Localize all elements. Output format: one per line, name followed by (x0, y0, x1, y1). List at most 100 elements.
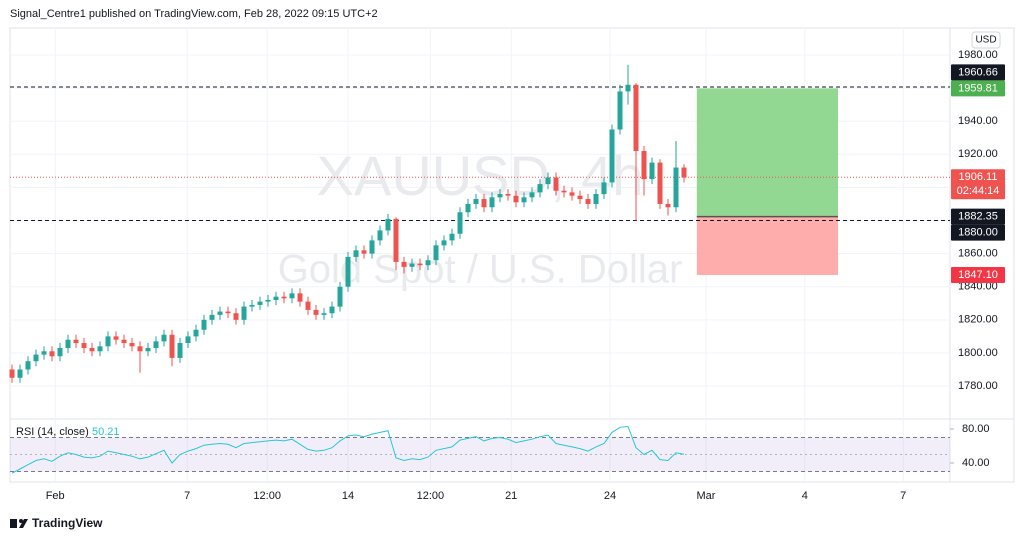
x-tick-label: 24 (604, 490, 616, 502)
candle-body (609, 129, 615, 183)
price-label-box (951, 80, 1005, 97)
candle-body (393, 218, 399, 262)
currency-box (971, 31, 1001, 49)
rsi-title: RSI (14, close) (16, 426, 89, 438)
footer-logo: TradingView (10, 516, 103, 530)
candle-body (113, 336, 119, 340)
y-tick-label: 1800.00 (958, 347, 998, 359)
candle-body (137, 346, 143, 352)
candle-body (105, 336, 111, 347)
candle-body (457, 212, 463, 234)
y-tick-label: 80.00 (962, 423, 990, 435)
footer-logo-text: TradingView (32, 516, 103, 530)
candle-body (249, 304, 255, 307)
x-tick-label: 12:00 (417, 490, 445, 502)
candle-body (553, 177, 559, 191)
candle-body (313, 309, 319, 315)
position-loss (696, 216, 838, 275)
candle-body (657, 162, 663, 204)
x-tick-label: 14 (342, 490, 354, 502)
candle-body (593, 194, 599, 204)
price-label: 1847.10 (958, 269, 998, 281)
candle-body (441, 240, 447, 246)
candle-body (33, 354, 39, 362)
candle-body (673, 167, 679, 208)
candle-body (369, 240, 375, 254)
price-label-box (951, 64, 1005, 81)
price-label-box (951, 208, 1005, 225)
candle-body (465, 203, 471, 213)
candle-body (321, 313, 327, 315)
y-tick-label: 1820.00 (958, 314, 998, 326)
candle-body (473, 198, 479, 204)
candle-body (617, 91, 623, 130)
candle-body (681, 167, 687, 178)
y-tick-label: 1920.00 (958, 148, 998, 160)
candle-body (561, 190, 567, 193)
price-countdown: 02:44:14 (957, 185, 1000, 197)
x-tick-label: 7 (184, 490, 190, 502)
rsi-last-value: 50.21 (92, 426, 120, 438)
candle-body (537, 184, 543, 193)
candle-body (233, 313, 239, 320)
frame (9, 27, 1015, 483)
currency: USD (975, 35, 996, 46)
header-text: Signal_Centre1 published on TradingView.… (10, 8, 378, 20)
candle-body (209, 314, 215, 320)
candle-body (201, 319, 207, 330)
candle-body (257, 301, 263, 305)
candle-body (361, 250, 367, 254)
candle-body (433, 245, 439, 261)
y-tick-label: 1860.00 (958, 248, 998, 260)
candle-body (57, 347, 63, 357)
candle-body (41, 351, 47, 355)
candle-body (97, 346, 103, 352)
logo-mark (19, 519, 28, 528)
candle-body (17, 369, 23, 378)
candle-body (305, 301, 311, 310)
candle-body (337, 286, 343, 307)
candle-body (545, 177, 551, 185)
candle-body (153, 341, 159, 348)
candle-body (489, 197, 495, 208)
candle-body (273, 296, 279, 300)
candle-body (577, 195, 583, 199)
price-label: 1880.00 (958, 227, 998, 239)
logo-mark (10, 519, 17, 528)
price-label: 1960.66 (958, 66, 998, 78)
candle-body (529, 192, 535, 198)
candle-body (169, 334, 175, 358)
position-profit (696, 88, 838, 217)
x-tick-label: Mar (697, 490, 716, 502)
candle-body (425, 260, 431, 266)
x-tick-label: 7 (900, 490, 906, 502)
price-label-box (951, 224, 1005, 241)
candle-body (353, 250, 359, 257)
candle-body (121, 339, 127, 344)
candle-body (281, 296, 287, 299)
candle-body (641, 150, 647, 180)
x-tick-label: 4 (802, 490, 808, 502)
logo-mark (19, 519, 23, 523)
x-tick-label: 21 (505, 490, 517, 502)
candle-body (225, 311, 231, 314)
price-label: 1959.81 (958, 82, 998, 94)
candle-body (129, 343, 135, 347)
candle-body (145, 347, 151, 352)
price-label-box (951, 266, 1005, 283)
candle-body (193, 329, 199, 337)
x-tick-label: Feb (46, 490, 65, 502)
candle-body (297, 293, 303, 302)
candle-body (665, 203, 671, 208)
candle-body (241, 306, 247, 320)
candle-body (9, 369, 15, 378)
price-label: 1906.11 (959, 171, 998, 183)
candle-body (521, 197, 527, 203)
candle-body (625, 84, 631, 92)
candle-body (401, 261, 407, 267)
candle-body (601, 182, 607, 195)
candle-body (217, 311, 223, 315)
rsi-line (11, 425, 685, 474)
